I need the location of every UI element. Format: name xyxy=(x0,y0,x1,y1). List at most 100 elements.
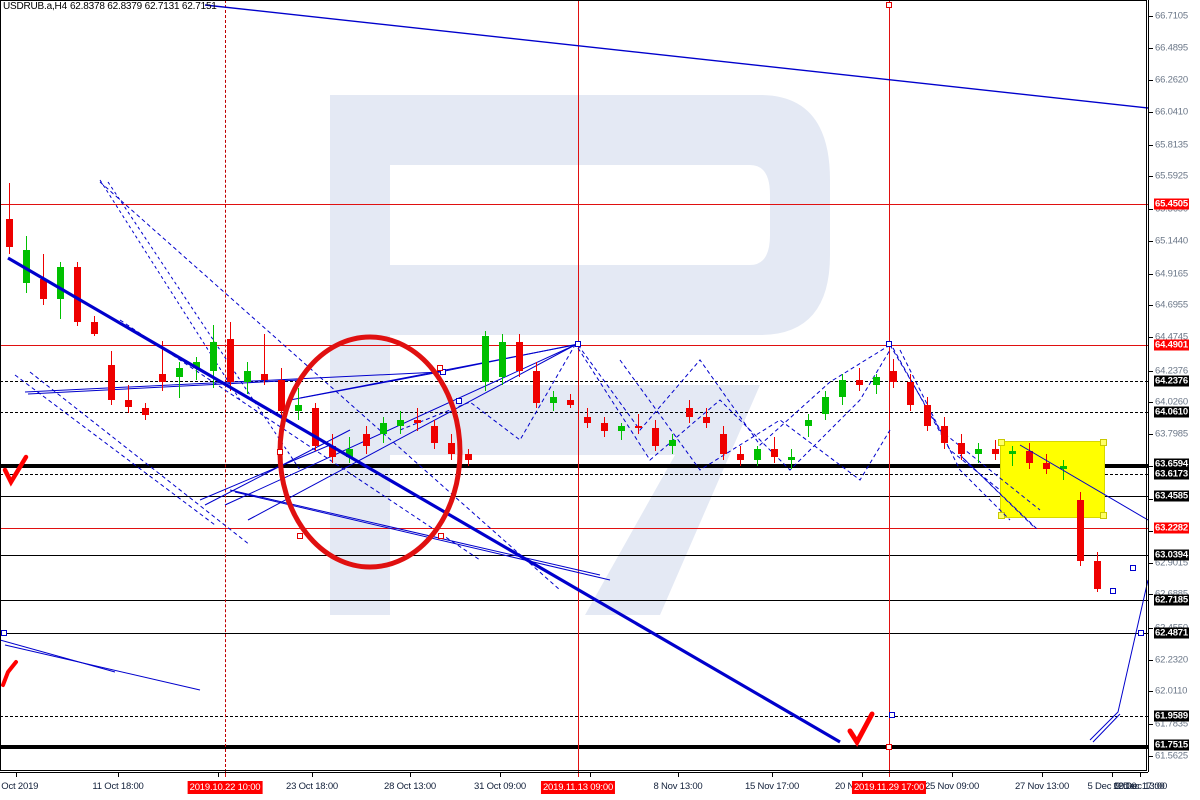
candle-body xyxy=(295,405,302,412)
candle-body xyxy=(805,419,812,426)
price-level-label-61.7515[interactable]: 61.7515 xyxy=(1154,739,1189,751)
vline-handle-2019.11.29-top[interactable] xyxy=(886,2,892,8)
consolidation-ellipse-annotation[interactable] xyxy=(0,0,1148,772)
price-tick xyxy=(1149,111,1153,113)
candle-body xyxy=(465,454,472,461)
ellipse-handle-top[interactable] xyxy=(437,365,443,371)
price-level-label-64.4901[interactable]: 64.4901 xyxy=(1154,339,1189,351)
level-handle-62.4871-right[interactable] xyxy=(1138,630,1144,636)
candle-body xyxy=(499,342,506,377)
price-level-label-63.2282[interactable]: 63.2282 xyxy=(1154,522,1189,534)
candle-body xyxy=(108,365,115,400)
candle-body xyxy=(1043,462,1050,469)
zone-handle-br[interactable] xyxy=(1100,512,1107,519)
level-line-63.6594[interactable] xyxy=(0,464,1148,468)
price-tick xyxy=(1149,593,1153,595)
candle-body xyxy=(550,396,557,403)
price-tick xyxy=(1149,176,1153,178)
trendline-handle-inner[interactable] xyxy=(456,398,462,404)
level-line-62.4871[interactable] xyxy=(0,633,1148,634)
candle-wick xyxy=(1012,445,1013,466)
price-level-label-64.0610[interactable]: 64.0610 xyxy=(1154,406,1189,418)
level-line-63.0394[interactable] xyxy=(0,555,1148,556)
candle-body xyxy=(329,445,336,458)
level-line-61.9589[interactable] xyxy=(0,716,1148,717)
level-handle-62.4871-left[interactable] xyxy=(1,630,7,636)
projection-handle-c[interactable] xyxy=(889,712,895,718)
candle-body xyxy=(941,425,948,443)
candle-body xyxy=(482,336,489,383)
level-line-61.7515[interactable] xyxy=(0,745,1148,749)
price-level-label-62.7185[interactable]: 62.7185 xyxy=(1154,594,1189,606)
level-line-64.0610[interactable] xyxy=(0,412,1148,413)
candle-body xyxy=(1026,451,1033,463)
vline-handle-2019.11.29-bottom[interactable] xyxy=(886,744,892,750)
candle-body xyxy=(856,379,863,386)
price-level-label-61.9589[interactable]: 61.9589 xyxy=(1154,710,1189,722)
time-tick-label: 27 Nov 13:00 xyxy=(1014,781,1070,792)
time-tick xyxy=(862,773,863,777)
ohlc-values: 62.8378 62.8379 62.7131 62.7151 xyxy=(69,1,217,12)
time-tick-label: 12 Dec 13:00 xyxy=(1112,781,1168,792)
price-level-label-63.4585[interactable]: 63.4585 xyxy=(1154,490,1189,502)
checkmark-annotations xyxy=(1,454,875,747)
price-tick xyxy=(1149,530,1153,532)
price-tick-label: 62.2320 xyxy=(1155,654,1188,666)
zone-handle-tr[interactable] xyxy=(1100,439,1107,446)
price-level-label-62.4871[interactable]: 62.4871 xyxy=(1154,627,1189,639)
trendline-handle-peak[interactable] xyxy=(575,341,581,347)
zone-handle-bl[interactable] xyxy=(998,512,1005,519)
price-axis[interactable]: 66.7105 66.4895 66.2620 66.0410 65.8135 65.59… xyxy=(1148,0,1200,772)
price-level-label-65.4505[interactable]: 65.4505 xyxy=(1154,198,1189,210)
time-tick xyxy=(952,773,953,777)
vline-2019.11.13[interactable] xyxy=(578,0,579,772)
symbol-header: USDRUB.a,H4 62.8378 62.8379 62.7131 62.71… xyxy=(3,1,217,12)
time-tick xyxy=(118,773,119,777)
trendline-handle-right[interactable] xyxy=(886,341,892,347)
candle-body xyxy=(312,408,319,446)
price-tick xyxy=(1149,466,1153,468)
level-line-63.6173[interactable] xyxy=(0,474,1148,475)
price-tick-label: 66.2620 xyxy=(1155,74,1188,86)
candle-body xyxy=(74,267,81,323)
price-level-label-64.2376[interactable]: 64.2376 xyxy=(1154,375,1189,387)
ellipse-handle-left[interactable] xyxy=(277,449,283,455)
time-marker-label-0[interactable]: 2019.10.22 10:00 xyxy=(187,781,263,794)
candle-body xyxy=(533,370,540,403)
time-tick-label: 28 Oct 13:00 xyxy=(384,781,436,792)
time-tick xyxy=(590,773,591,777)
candle-body xyxy=(567,399,574,406)
time-tick xyxy=(1140,773,1141,777)
candle-wick xyxy=(298,388,299,420)
level-line-63.2282[interactable] xyxy=(0,528,1148,529)
level-line-64.4901[interactable] xyxy=(0,345,1148,346)
chart-plot-area[interactable]: USDRUB.a,H4 62.8378 62.8379 62.7131 62.71… xyxy=(0,0,1148,772)
projection-handle-b[interactable] xyxy=(1130,565,1136,571)
level-line-65.4505[interactable] xyxy=(0,204,1148,205)
price-level-label-63.6173[interactable]: 63.6173 xyxy=(1154,468,1189,480)
price-tick xyxy=(1149,434,1153,436)
price-tick xyxy=(1149,401,1153,403)
price-level-label-63.6594[interactable]: 63.6594 xyxy=(1154,458,1189,470)
vline-2019.10.22[interactable] xyxy=(225,0,226,772)
level-line-64.2376[interactable] xyxy=(0,381,1148,382)
candle-body xyxy=(652,428,659,446)
level-line-63.4585[interactable] xyxy=(0,496,1148,497)
candle-body xyxy=(40,278,47,300)
price-level-label-63.0394[interactable]: 63.0394 xyxy=(1154,549,1189,561)
candle-body xyxy=(907,382,914,406)
projection-handle-a[interactable] xyxy=(1110,588,1116,594)
time-marker-label-2[interactable]: 2019.11.29 17:00 xyxy=(851,781,927,794)
ellipse-handle-bottom[interactable] xyxy=(297,533,303,539)
ellipse-handle-right[interactable] xyxy=(438,533,444,539)
price-tick xyxy=(1149,240,1153,242)
time-marker-label-1[interactable]: 2019.11.13 09:00 xyxy=(540,781,616,794)
candle-body xyxy=(720,434,727,455)
vline-2019.11.29[interactable] xyxy=(889,0,890,772)
zone-handle-tl[interactable] xyxy=(998,439,1005,446)
price-tick xyxy=(1149,15,1153,17)
level-line-62.7185[interactable] xyxy=(0,600,1148,601)
candle-body xyxy=(363,434,370,446)
